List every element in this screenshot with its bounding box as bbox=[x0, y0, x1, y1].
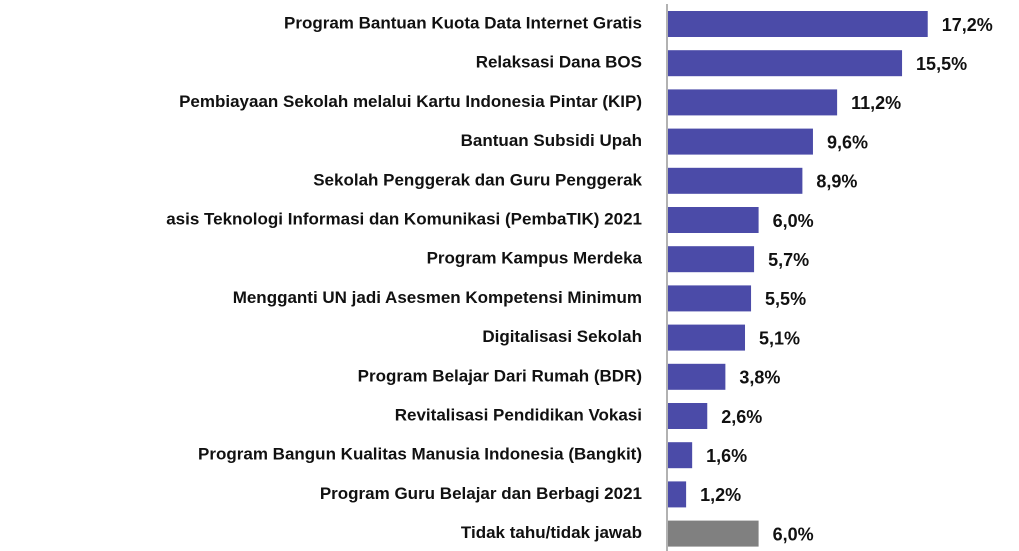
bar bbox=[668, 50, 903, 77]
category-label: Program Kampus Merdeka bbox=[427, 249, 643, 268]
category-label: Program Bangun Kualitas Manusia Indonesi… bbox=[198, 445, 642, 464]
category-label: Sekolah Penggerak dan Guru Penggerak bbox=[313, 170, 642, 189]
value-label: 9,6% bbox=[827, 132, 868, 152]
category-label: Mengganti UN jadi Asesmen Kompetensi Min… bbox=[233, 288, 642, 307]
value-label: 3,8% bbox=[739, 368, 780, 388]
value-label: 11,2% bbox=[851, 93, 901, 113]
category-label: Program Belajar Dari Rumah (BDR) bbox=[358, 366, 642, 385]
category-label: Program Guru Belajar dan Berbagi 2021 bbox=[320, 484, 642, 503]
value-label: 15,5% bbox=[916, 54, 967, 74]
category-label: asis Teknologi Informasi dan Komunikasi … bbox=[166, 209, 642, 228]
value-label: 2,6% bbox=[721, 407, 762, 427]
value-label: 1,6% bbox=[706, 446, 747, 466]
category-label: Bantuan Subsidi Upah bbox=[461, 131, 642, 150]
category-label: Pembiayaan Sekolah melalui Kartu Indones… bbox=[179, 92, 642, 111]
value-label: 17,2% bbox=[942, 15, 993, 35]
value-label: 6,0% bbox=[773, 211, 814, 231]
value-label: 5,7% bbox=[768, 250, 809, 270]
bar bbox=[668, 520, 759, 547]
bar bbox=[668, 403, 708, 429]
value-label: 6,0% bbox=[773, 524, 814, 544]
value-label: 1,2% bbox=[700, 485, 741, 505]
category-label: Revitalisasi Pendidikan Vokasi bbox=[395, 405, 642, 424]
bar bbox=[668, 285, 752, 312]
category-label: Digitalisasi Sekolah bbox=[482, 327, 642, 346]
bar bbox=[668, 246, 755, 273]
bar bbox=[668, 128, 813, 155]
bar bbox=[668, 167, 803, 194]
value-label: 5,5% bbox=[765, 289, 806, 309]
bar bbox=[668, 207, 759, 233]
bar bbox=[668, 363, 726, 390]
value-label: 8,9% bbox=[816, 172, 857, 192]
bar bbox=[668, 324, 746, 351]
value-label: 5,1% bbox=[759, 328, 800, 348]
category-label: Relaksasi Dana BOS bbox=[476, 53, 642, 72]
bar bbox=[668, 89, 838, 116]
bar bbox=[668, 442, 693, 469]
bar bbox=[668, 11, 928, 37]
bar bbox=[668, 481, 687, 508]
category-label: Tidak tahu/tidak jawab bbox=[461, 523, 642, 542]
category-label: Program Bantuan Kuota Data Internet Grat… bbox=[284, 13, 642, 32]
